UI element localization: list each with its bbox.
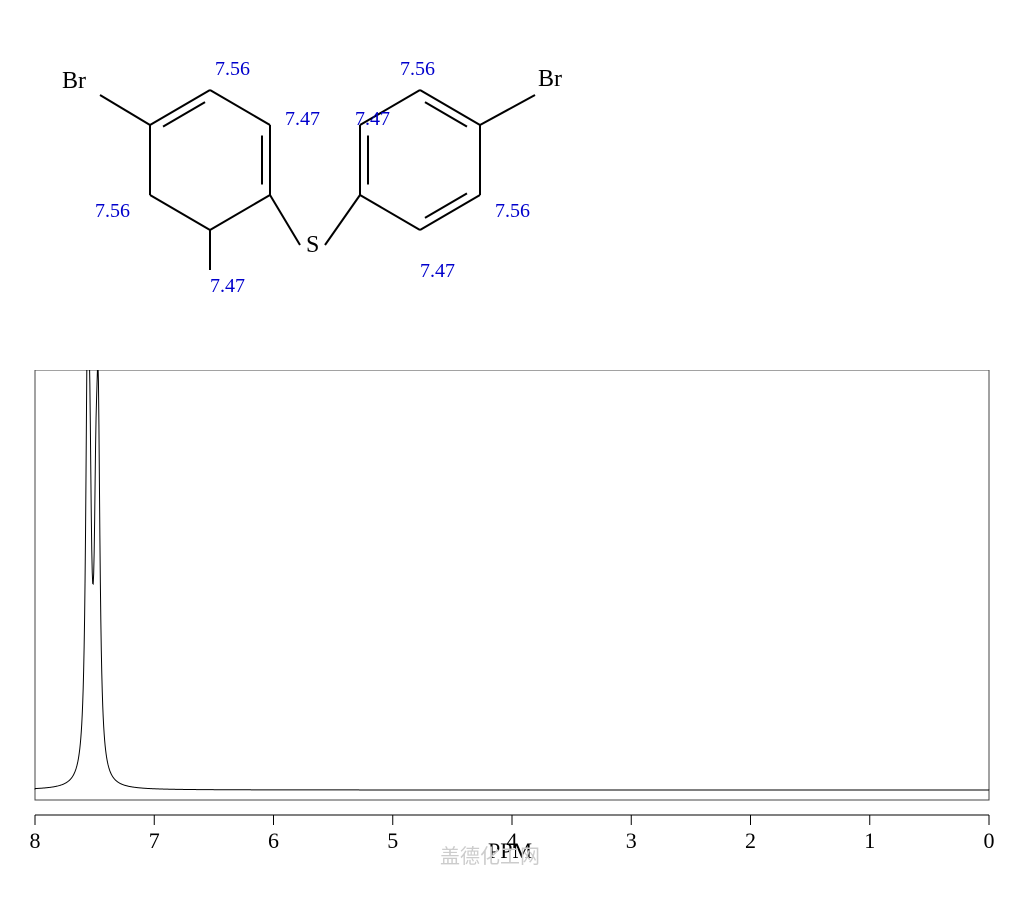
shift-label: 7.56 [495, 200, 530, 223]
x-tick: 3 [611, 828, 651, 854]
shift-label: 7.47 [355, 108, 390, 131]
x-tick: 1 [850, 828, 890, 854]
atom-br-left: Br [62, 68, 86, 95]
x-tick: 6 [254, 828, 294, 854]
shift-label: 7.56 [215, 58, 250, 81]
x-tick: 2 [731, 828, 771, 854]
shift-label: 7.47 [285, 108, 320, 131]
nmr-spectrum: 876543210 PPM 盖德化工网 [20, 370, 1004, 880]
shift-label: 7.56 [400, 58, 435, 81]
shift-label: 7.56 [95, 200, 130, 223]
shift-label: 7.47 [420, 260, 455, 283]
structure-svg [30, 20, 590, 320]
x-tick: 5 [373, 828, 413, 854]
atom-br-right: Br [538, 66, 562, 93]
x-tick: 8 [15, 828, 55, 854]
watermark-text: 盖德化工网 [440, 840, 540, 869]
x-tick: 7 [134, 828, 174, 854]
shift-label: 7.47 [210, 275, 245, 298]
atom-s-center: S [306, 232, 319, 259]
spectrum-svg [20, 370, 1004, 880]
molecular-structure: Br Br S 7.56 7.47 7.56 7.47 7.47 7.56 7.56 7.47 [30, 20, 590, 320]
x-tick: 0 [969, 828, 1009, 854]
figure-container: Br Br S 7.56 7.47 7.56 7.47 7.47 7.56 7.56 7.47… [0, 0, 1024, 900]
